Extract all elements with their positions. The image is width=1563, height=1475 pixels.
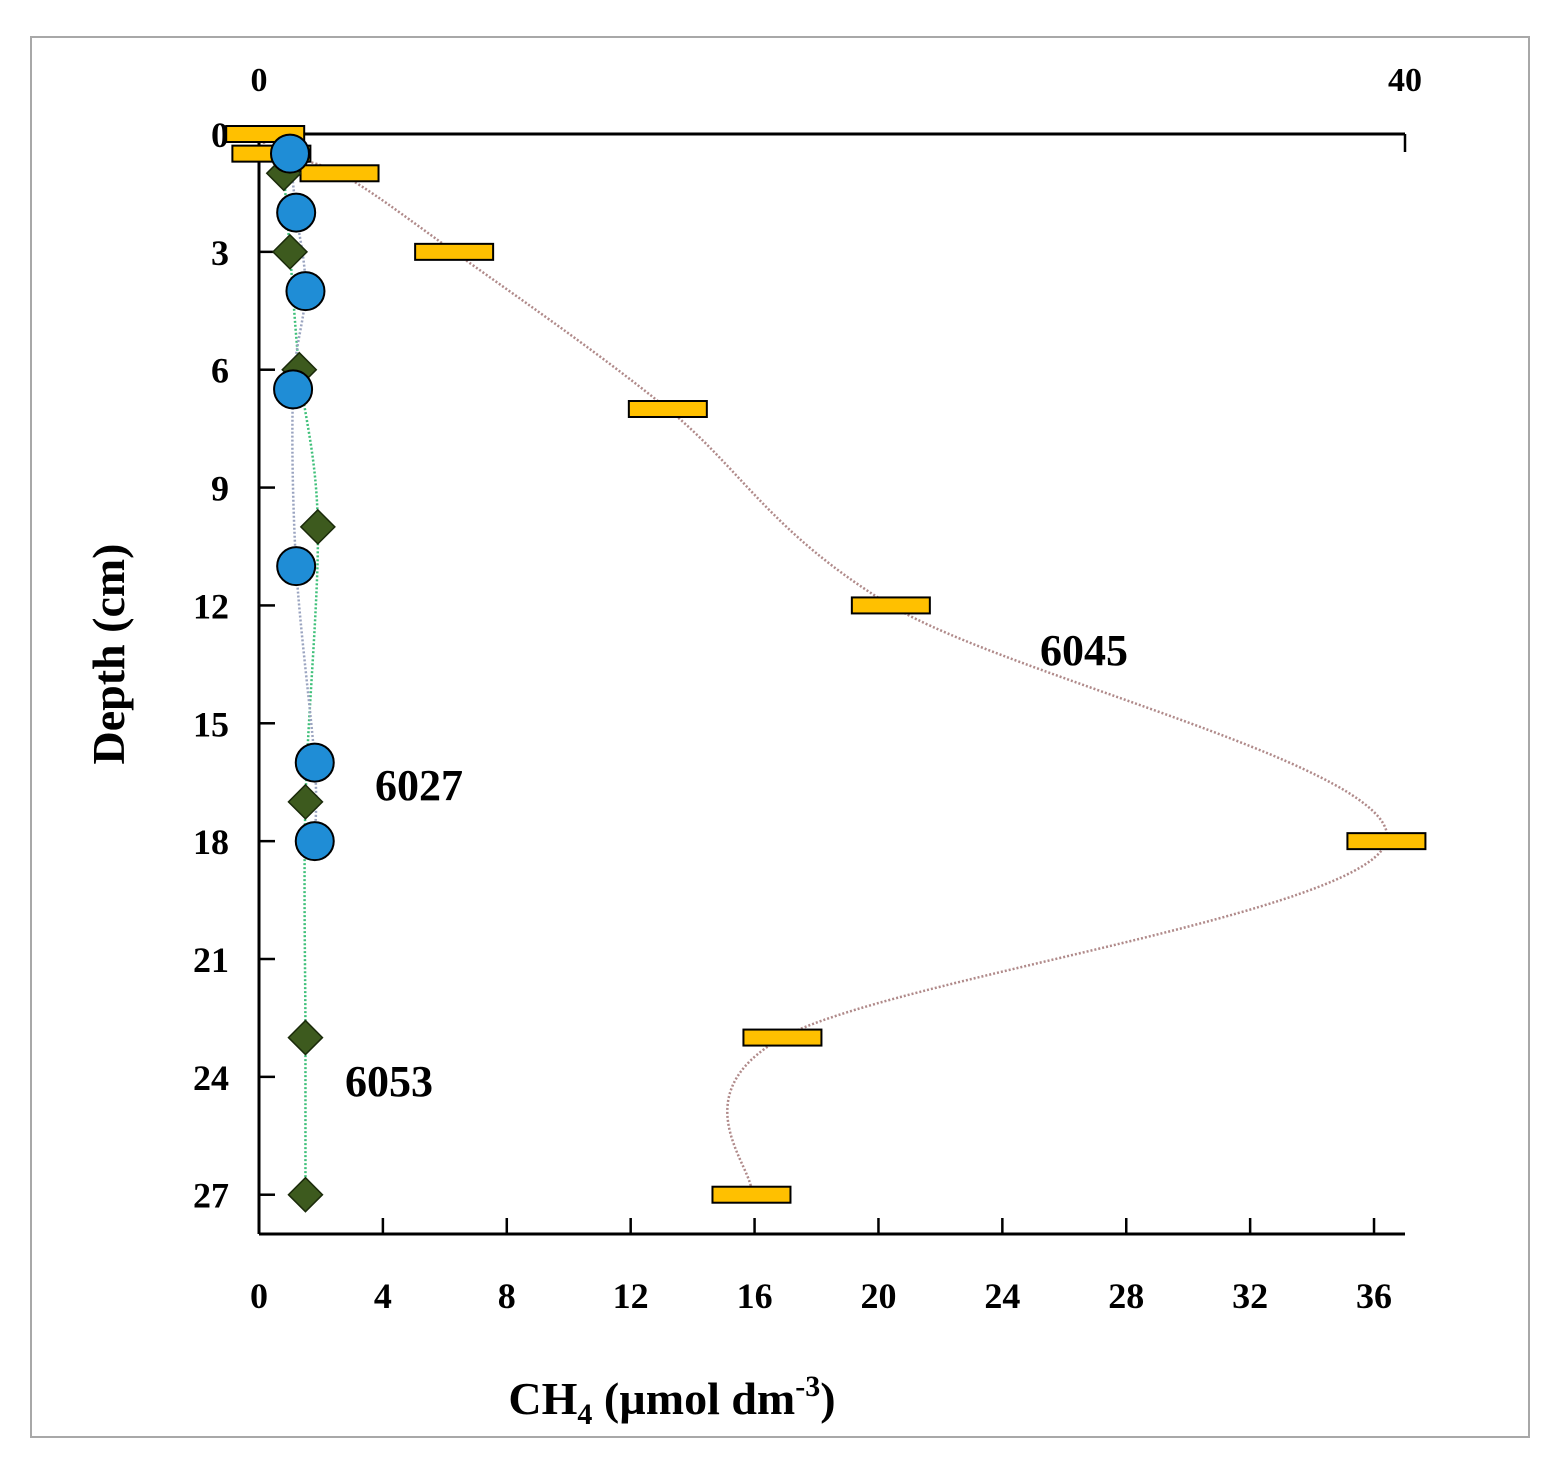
data-point-6053 [287,1019,324,1056]
top-tick-label: 0 [251,62,268,99]
data-point-6045 [299,164,380,183]
data-point-6045 [850,596,931,615]
x-tick-label: 4 [374,1276,392,1316]
data-point-6027 [276,192,317,233]
x-tick-label: 0 [250,1276,268,1316]
data-point-6053 [271,233,309,270]
series-line-6045 [262,133,1388,1195]
data-point-6027 [294,742,335,783]
y-tick-label: 0 [211,115,229,155]
x-axis-title-subscript: 4 [577,1398,592,1431]
data-point-6045 [711,1185,792,1204]
x-tick-label: 36 [1356,1276,1392,1316]
y-axis-title: Depth (cm) [83,544,134,765]
y-tick-label: 24 [193,1058,229,1098]
data-point-6053 [287,1176,324,1213]
x-tick-label: 24 [984,1276,1020,1316]
data-point-6045 [1346,832,1427,851]
x-tick-label: 28 [1108,1276,1144,1316]
x-axis-title: CH4 (µmol dm-3) [508,1370,835,1431]
x-tick-label: 16 [737,1276,773,1316]
y-tick-label: 15 [193,704,229,744]
series-label-6045: 6045 [1040,626,1128,675]
x-ticks: 0 4 8 12 16 20 24 28 32 36 [250,1218,1392,1316]
x-tick-label: 20 [860,1276,896,1316]
x-tick-label: 8 [498,1276,516,1316]
y-tick-label: 12 [193,586,229,626]
y-tick-label: 21 [193,940,229,980]
data-point-6027 [294,821,335,862]
y-tick-label: 27 [193,1176,229,1216]
y-tick-label: 3 [211,233,229,273]
data-point-6053 [299,508,336,545]
series-label-6027: 6027 [375,761,463,810]
series-label-6053: 6053 [345,1057,433,1106]
top-tick-label: 40 [1388,62,1422,99]
x-axis-title-main: CH [508,1373,577,1424]
y-tick-label: 9 [211,469,229,509]
x-tick-label: 12 [613,1276,649,1316]
top-axis-ticks: 0 40 [251,62,1422,152]
x-axis-title-unit: (µmol dm [592,1373,795,1424]
data-point-6045 [414,242,495,261]
data-point-6027 [269,133,310,174]
data-point-6027 [273,369,314,410]
y-tick-label: 18 [193,822,229,862]
series-labels: 6045 6027 6053 [345,626,1128,1106]
data-point-6045 [627,400,708,418]
y-ticks: 0 3 6 9 12 15 18 21 24 27 [193,115,275,1216]
data-point-6027 [276,546,317,587]
series-lines [262,133,1388,1195]
x-tick-label: 32 [1232,1276,1268,1316]
data-point-6053 [287,783,324,820]
y-tick-label: 6 [211,351,229,391]
x-axis-title-close: ) [820,1373,835,1424]
x-axis-title-superscript: -3 [795,1370,820,1403]
data-point-6045 [742,1028,823,1047]
chart-frame: 0 4 8 12 16 20 24 28 32 36 0 3 6 9 12 15 18 21 24 27 0 40 6… [30,36,1530,1438]
data-point-6027 [285,271,326,312]
series-markers [225,125,1427,1213]
